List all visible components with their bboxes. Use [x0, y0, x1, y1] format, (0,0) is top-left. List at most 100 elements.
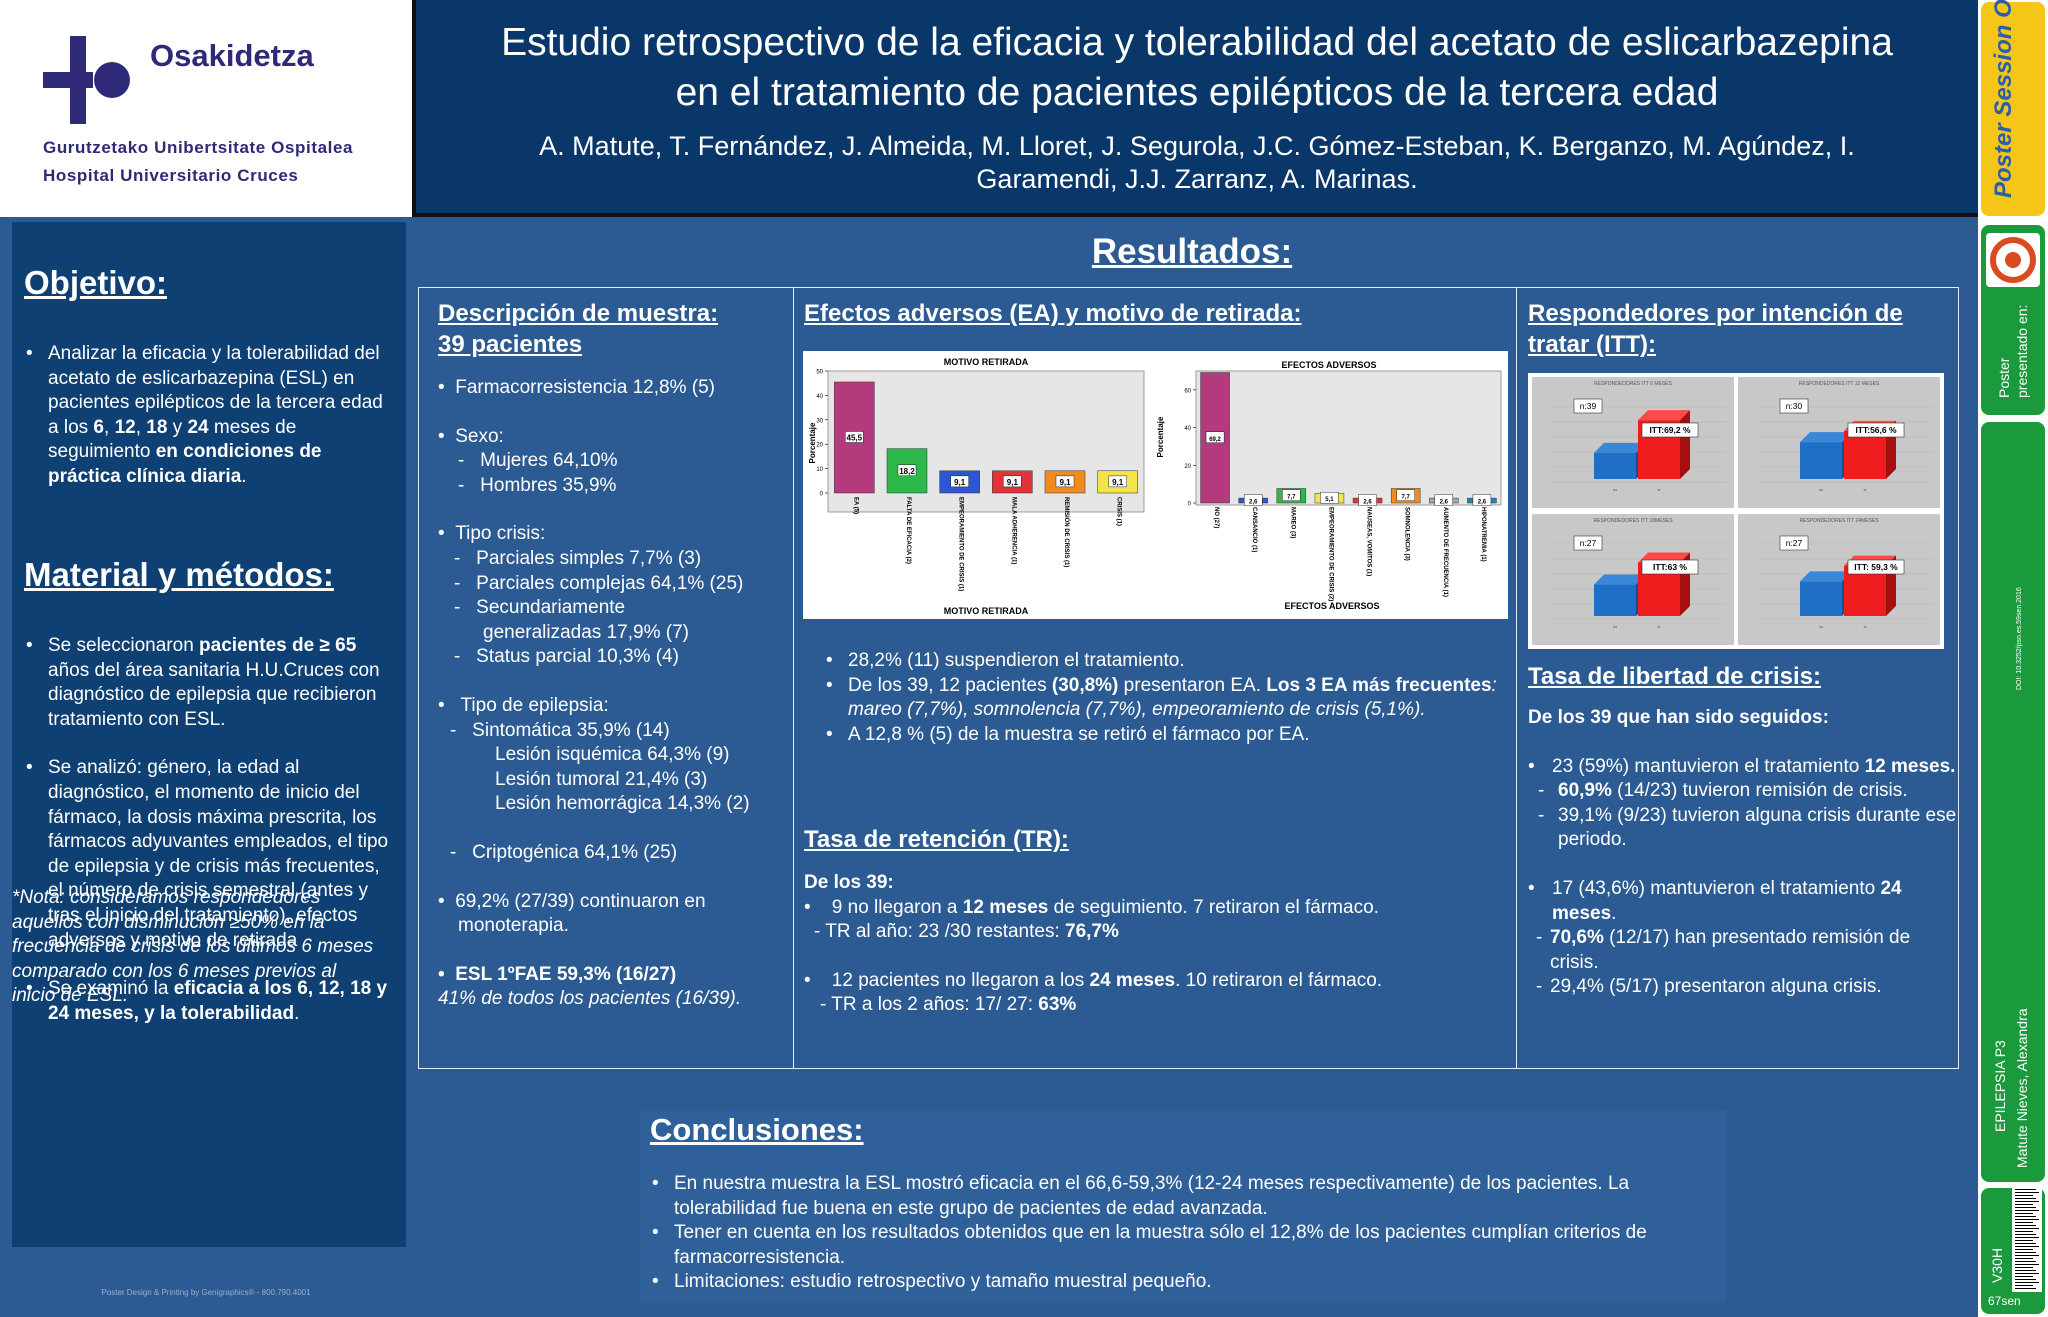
brand-name: Osakidetza [150, 38, 314, 73]
retencion-item: - TR a los 2 años: 17/ 27: 63% [820, 994, 1077, 1016]
doi-label: DOI: 10.3252/pso.es.59sen.2016 [2016, 587, 2023, 690]
libertad-item: • 23 (59%) mantuvieron el tratamiento 12 … [1528, 755, 1956, 777]
data-label-box [1055, 475, 1075, 488]
data-label: 9,1 [1059, 478, 1071, 487]
stat-crisis-item: - Parciales simples 7,7% (3) [454, 547, 702, 569]
data-label: 2,6 [1478, 500, 1487, 506]
itt-x-label: no [1613, 487, 1618, 492]
itt-n-label: n:39 [1580, 401, 1597, 411]
itt-bar-top [1800, 432, 1852, 443]
x-tick-label: MALA ADHERENCIA (1) [1010, 497, 1016, 564]
objetivo-text: Analizar la eficacia y la tolerabilidad … [24, 342, 398, 490]
retencion-sub: De los 39: [804, 872, 894, 893]
presented-label: Poster presentado en: [1996, 304, 2030, 398]
stat-epi-item: - Criptogénica 64,1% (25) [450, 841, 678, 863]
conclusiones-panel: Conclusiones: En nuestra muestra la ESL … [640, 1110, 1726, 1302]
itt-bar [1844, 430, 1886, 479]
hospital-name-spanish: Hospital Universitario Cruces [43, 166, 299, 185]
y-tick-label: 20 [1184, 464, 1191, 470]
barcode-bar [2015, 1198, 2036, 1199]
barcode-bar [2015, 1261, 2036, 1262]
itt-heading: Respondedores por intención de tratar (IT… [1528, 300, 1903, 358]
stat-esl-total: 41% de todos los pacientes (16/39). [438, 988, 742, 1010]
left-column: Objetivo: Analizar la eficacia y la tole… [12, 222, 406, 1247]
barcode-bar [2015, 1270, 2036, 1271]
conclusiones-heading: Conclusiones: [650, 1112, 864, 1147]
y-tick-label: 40 [1184, 426, 1191, 432]
stat-crisis-item: generalizadas 17,9% (7) [483, 621, 689, 643]
data-label: 69,2 [1209, 437, 1221, 443]
libertad-heading: Tasa de libertad de crisis: [1528, 663, 1822, 690]
stat-tipo-crisis: • Tipo crisis: [438, 523, 546, 545]
itt-x-label: si [1864, 624, 1867, 629]
barcode-bar [2015, 1258, 2033, 1259]
osakidetza-emblem-icon [43, 36, 130, 124]
itt-panel-bg [1532, 377, 1734, 508]
data-label-box [1282, 489, 1301, 501]
data-label: 45,5 [847, 433, 863, 442]
stat-sexo: • Sexo: [438, 425, 504, 447]
data-label-box [1396, 489, 1415, 501]
efectos-item: • A 12,8 % (5) de la muestra se retiró el… [826, 723, 1310, 745]
barcode-bar [2015, 1264, 2039, 1265]
itt-x-label: si [1658, 487, 1661, 492]
author-list: A. Matute, T. Fernández, J. Almeida, M. … [539, 131, 1855, 194]
itt-x-label: no [1819, 487, 1824, 492]
footnote: *Nota: consideramos respondedores aquell… [12, 887, 374, 1007]
data-label: 7,7 [1287, 495, 1296, 501]
efectos-item: • De los 39, 12 pacientes (30,8%) present… [826, 674, 1497, 721]
data-label: 2,6 [1440, 500, 1449, 506]
data-label-box [1320, 491, 1339, 504]
itt-value-box [1847, 422, 1905, 438]
itt-value-label: ITT: 59,3 % [1854, 562, 1898, 572]
x-tick-label: CANSANCIO (1) [1251, 507, 1257, 552]
itt-n-label: n:27 [1580, 538, 1597, 548]
itt-panel: RESPONDEDORES ITT 12 MESES no si n:30 ITT:56… [1738, 377, 1940, 508]
metodos-item-1: Se seleccionaron pacientes de ≥ 65 años … [24, 634, 398, 732]
barcode-bar [2015, 1204, 2033, 1205]
barcode-bar [2015, 1201, 2039, 1202]
barcode-bar [2015, 1276, 2033, 1277]
stat-epi-subitem: Lesión tumoral 21,4% (3) [495, 768, 708, 790]
itt-bar [1594, 452, 1636, 479]
muestra-heading: Descripción de muestra: 39 pacientes [438, 300, 719, 358]
libertad-sub: De los 39 que han sido seguidos: [1528, 707, 1829, 728]
itt-panel-title: RESPONDEDORES ITT 18MESES [1593, 518, 1673, 524]
barcode-bar [2015, 1273, 2039, 1274]
conclusion-item: Limitaciones: estudio retrospectivo y ta… [650, 1270, 1716, 1295]
muestra-column: Descripción de muestra: 39 pacientes • Fa… [438, 298, 788, 1012]
itt-panel: RESPONDEDORES ITT 24MESES no si n:27 ITT: 59… [1738, 514, 1940, 645]
conclusiones-list: En nuestra muestra la ESL mostró eficaci… [650, 1172, 1716, 1295]
itt-panel: RESPONDEDORES ITT 18MESES no si n:27 ITT:63 … [1532, 514, 1734, 645]
barcode-bar [2015, 1192, 2039, 1193]
barcode-bar [2015, 1216, 2036, 1217]
itt-bar-side [1680, 410, 1690, 479]
data-label: 9,1 [1007, 478, 1019, 487]
hospital-name-basque: Gurutzetako Unibertsitate Ospitalea [43, 138, 354, 157]
libertad-subitem: -29,4% (5/17) presentaron alguna crisis. [1536, 976, 1882, 998]
barcode-bar [2015, 1240, 2033, 1241]
info-panel [1981, 422, 2045, 1182]
data-label-box [845, 431, 864, 443]
barcode-bar [2015, 1228, 2039, 1229]
chart-motivo-xlabel: MOTIVO RETIRADA [944, 606, 1029, 616]
objetivo-heading: Objetivo: [24, 264, 168, 301]
itt-x-label: no [1819, 624, 1824, 629]
barcode-bar [2015, 1225, 2036, 1226]
itt-n-label: n:27 [1786, 538, 1803, 548]
data-label-box [1434, 494, 1454, 506]
itt-bar-top [1594, 574, 1646, 585]
society-emblem-icon [1990, 237, 2036, 283]
x-tick-label: AUMENTO DE FRECUENCIA (1) [1442, 507, 1448, 597]
x-tick-label: MAREO (3) [1289, 507, 1295, 538]
itt-n-label: n:30 [1786, 401, 1803, 411]
itt-value-label: ITT:56,6 % [1855, 425, 1897, 435]
barcode-bar [2015, 1222, 2033, 1223]
data-label: 2,6 [1363, 500, 1372, 506]
itt-value-box [1641, 559, 1699, 575]
stat-esl-primero: • ESL 1ºFAE 59,3% (16/27) [438, 963, 677, 985]
itt-column: Respondedores por intención de tratar (IT… [1528, 298, 1948, 360]
y-tick-label: 20 [816, 443, 823, 449]
conclusion-item: Tener en cuenta en los resultados obteni… [650, 1221, 1716, 1270]
data-label: 9,1 [1112, 478, 1124, 487]
